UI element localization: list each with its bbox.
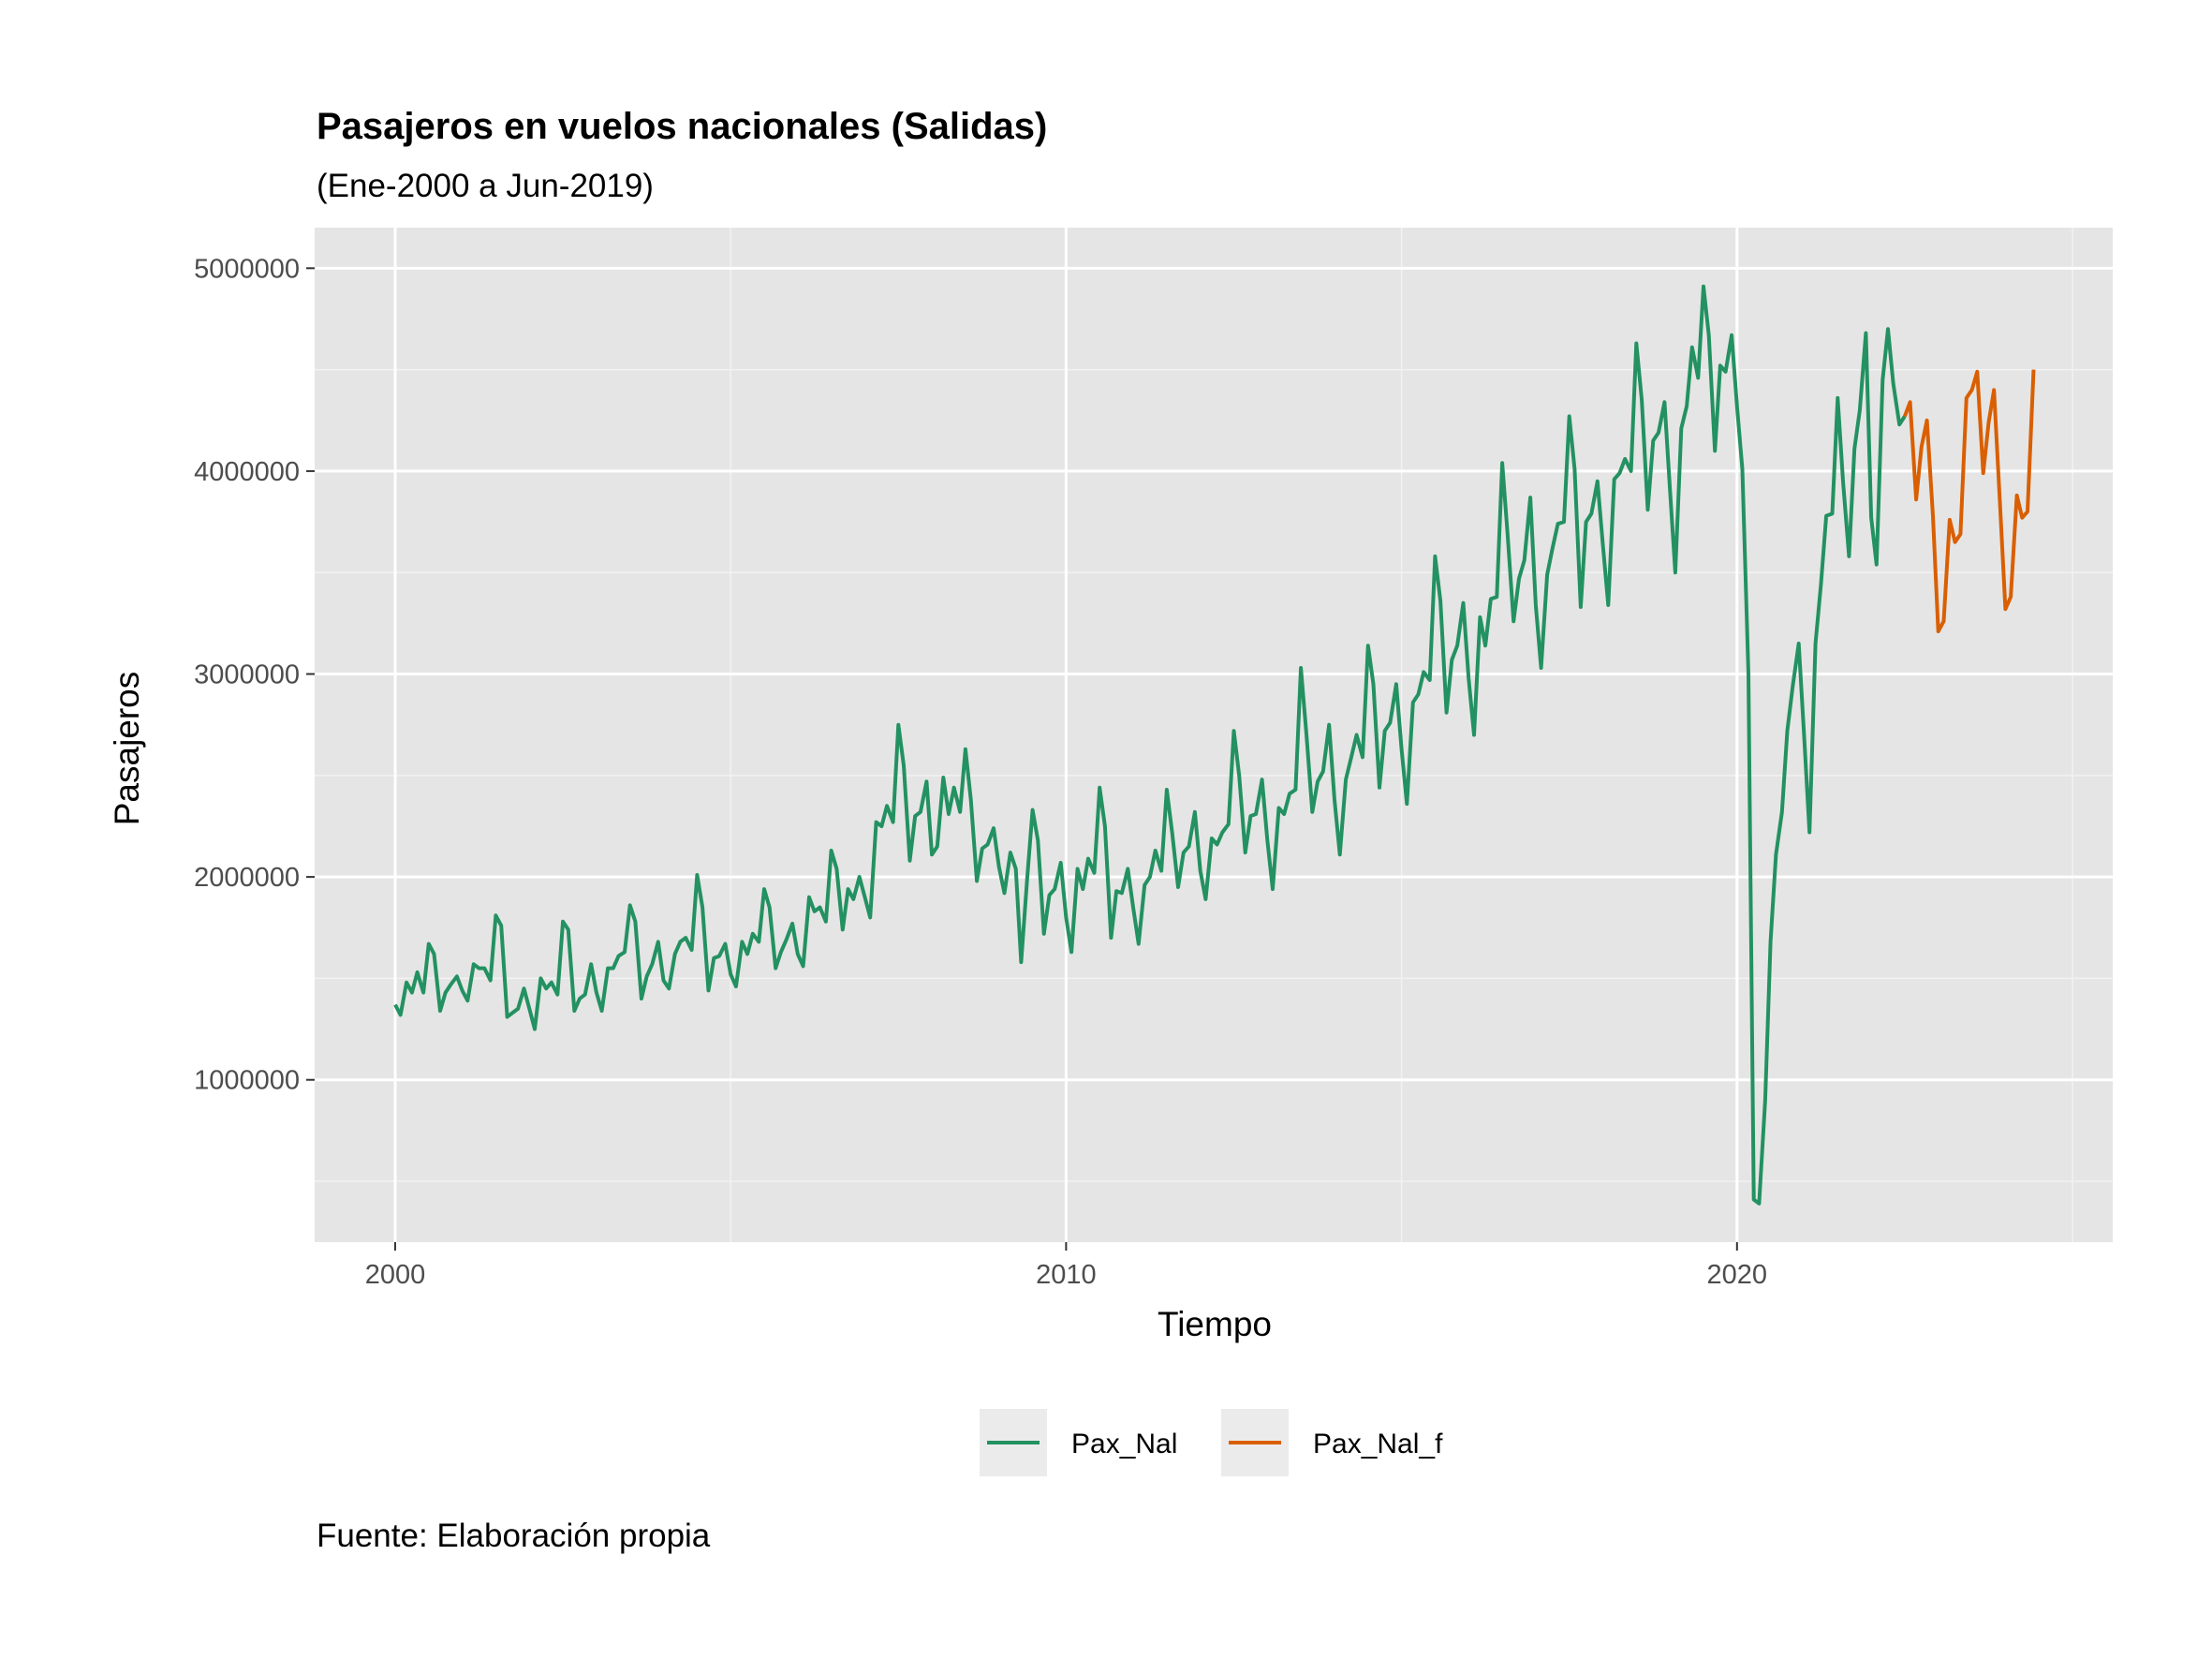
y-tick-label: 3000000 bbox=[194, 660, 300, 690]
legend-label-pax-nal-f: Pax_Nal_f bbox=[1313, 1429, 1443, 1459]
series-line-pax-nal bbox=[393, 284, 1907, 1206]
y-tick-label: 4000000 bbox=[194, 457, 300, 487]
x-tick-label: 2010 bbox=[1036, 1260, 1097, 1290]
x-tick-label: 2000 bbox=[365, 1260, 426, 1290]
legend: Pax_Nal Pax_Nal_f bbox=[980, 1409, 1443, 1476]
plot-panel bbox=[315, 228, 2113, 1242]
chart-caption: Fuente: Elaboración propia bbox=[317, 1518, 711, 1554]
y-tick-label: 1000000 bbox=[194, 1066, 300, 1096]
series-line-pax-nal-f bbox=[1903, 369, 2036, 633]
chart-title: Pasajeros en vuelos nacionales (Salidas) bbox=[317, 106, 1047, 147]
y-axis-title: Pasajeros bbox=[108, 672, 146, 826]
x-axis-title: Tiempo bbox=[1158, 1305, 1272, 1343]
y-tick-label: 5000000 bbox=[194, 254, 300, 284]
y-tick-label: 2000000 bbox=[194, 863, 300, 893]
x-tick-label: 2020 bbox=[1707, 1260, 1768, 1290]
legend-label-pax-nal: Pax_Nal bbox=[1071, 1429, 1177, 1459]
chart-subtitle: (Ene-2000 a Jun-2019) bbox=[317, 168, 654, 204]
